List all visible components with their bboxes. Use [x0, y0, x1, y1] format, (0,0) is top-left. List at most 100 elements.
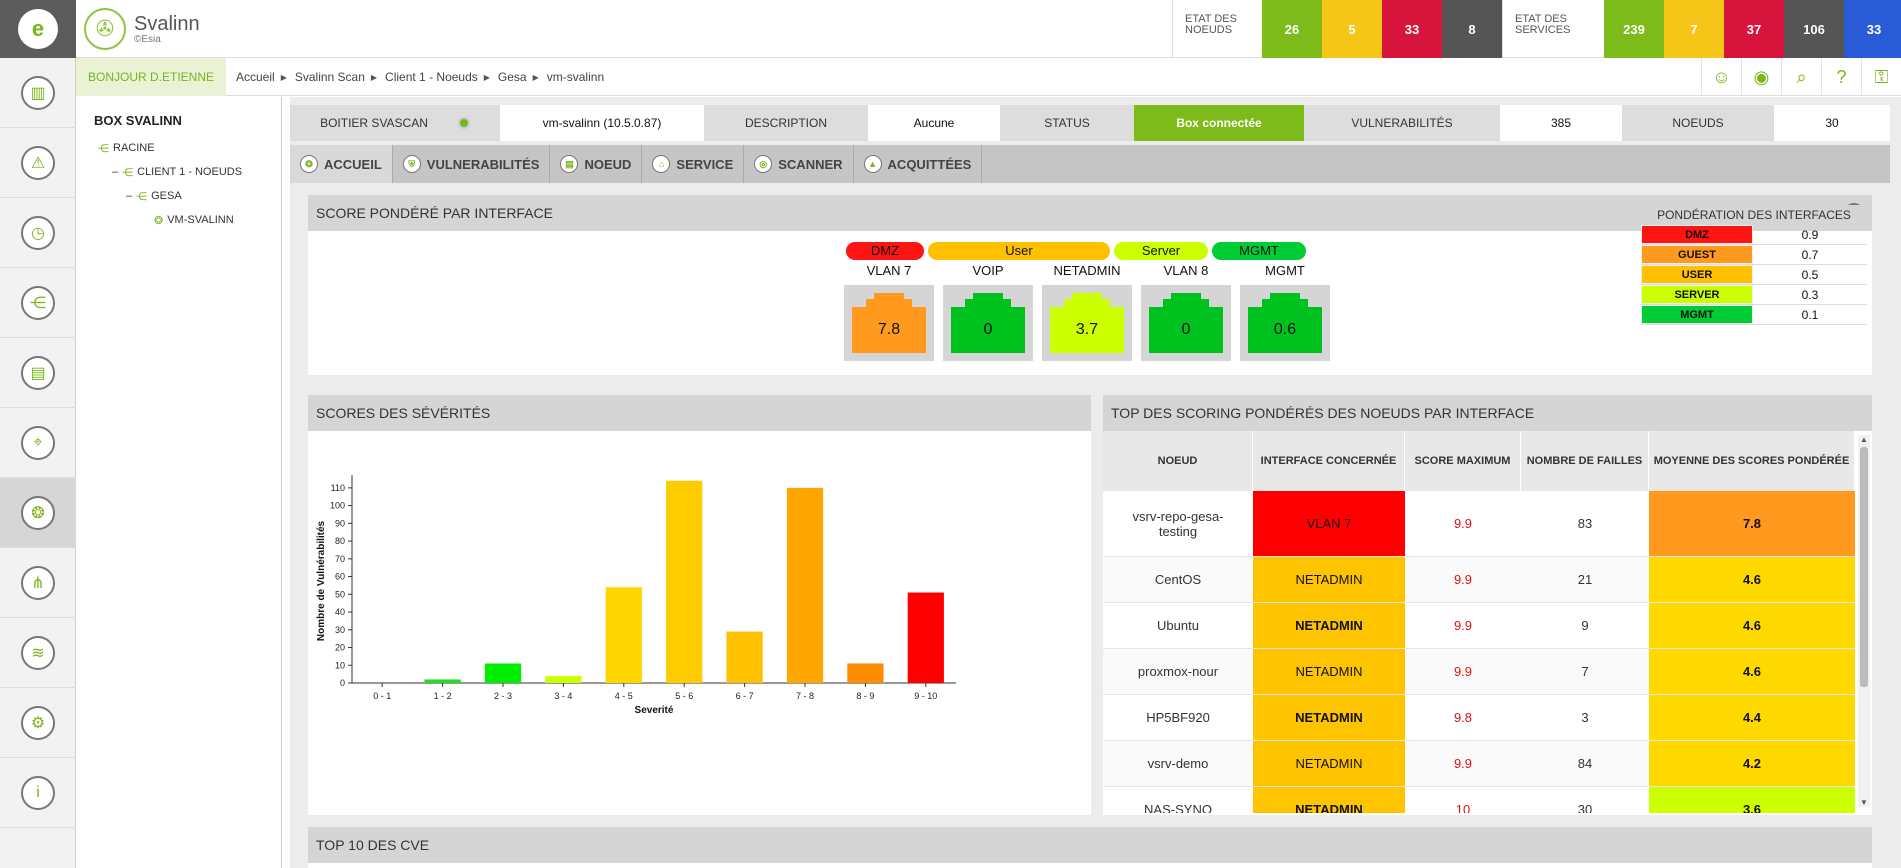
sidebar-scan[interactable]: ⌖ [0, 408, 76, 478]
description-value: Aucune [868, 105, 1000, 141]
tabs: ❂ ACCUEIL ⛨ VULNERABILITÉS ▤ NOEUD ⌂ SERVICE… [290, 145, 1890, 183]
collapse-icon[interactable]: – [112, 166, 119, 178]
ponderation-name: GUEST [1641, 245, 1753, 264]
sidebar-reports[interactable]: ▤ [0, 338, 76, 408]
services-critical-count[interactable]: 37 [1724, 0, 1784, 58]
nodes-warning-count[interactable]: 5 [1322, 0, 1382, 58]
bar [786, 487, 824, 683]
clock-icon: ◷ [21, 215, 55, 250]
table-row[interactable]: Ubuntu NETADMIN 9.9 9 4.6 [1103, 603, 1855, 649]
score-panel-title: SCORE PONDÉRÉ PAR INTERFACE [308, 195, 1872, 231]
scroll-down-icon[interactable]: ▼ [1860, 798, 1868, 807]
tab-accueil[interactable]: ❂ ACCUEIL [290, 145, 393, 183]
x-tick-label: 7 - 8 [796, 691, 814, 701]
cell-failles: 83 [1577, 516, 1593, 531]
sidebar-info[interactable]: i [0, 758, 76, 828]
tab-noeud[interactable]: ▤ NOEUD [550, 145, 643, 183]
table-row[interactable]: vsrv-demo NETADMIN 9.9 84 4.2 [1103, 741, 1855, 787]
sidebar-dashboard[interactable]: ▥ [0, 58, 76, 128]
table-row[interactable]: HP5BF920 NETADMIN 9.8 3 4.4 [1103, 695, 1855, 741]
breadcrumb-accueil[interactable]: Accueil [236, 70, 275, 84]
breadcrumb-vm-svalinn[interactable]: vm-svalinn [546, 70, 605, 84]
table-row[interactable]: vsrv-repo-gesa-testing VLAN 7 9.9 83 7.8 [1103, 491, 1855, 557]
interface-score: 3.7 [1050, 307, 1124, 353]
y-tick-label: 100 [330, 501, 345, 511]
svalinn-icon: ❂ [154, 214, 164, 227]
y-tick-label: 80 [335, 536, 345, 546]
group-mgmt: MGMT [1212, 242, 1306, 260]
breadcrumb-client[interactable]: Client 1 - Noeuds [385, 70, 478, 84]
sidebar-svalinn[interactable]: ❂ [0, 478, 76, 548]
table-row[interactable]: CentOS NETADMIN 9.9 21 4.6 [1103, 557, 1855, 603]
col-score-max[interactable]: SCORE MAXIMUM [1405, 431, 1521, 491]
breadcrumb: Accueil ▶ Svalinn Scan ▶ Client 1 - Noeuds… [236, 58, 610, 96]
ethernet-icon [1171, 293, 1201, 303]
search-icon[interactable]: ⌕ [1781, 58, 1821, 96]
sidebar-topology[interactable]: ⋔ [0, 548, 76, 618]
svalinn-logo-icon: ✇ [84, 8, 126, 50]
services-warning-count[interactable]: 7 [1664, 0, 1724, 58]
scrollbar[interactable]: ▲ ▼ [1858, 435, 1870, 807]
breadcrumb-svalinn-scan[interactable]: Svalinn Scan [294, 70, 365, 84]
col-failles[interactable]: NOMBRE DE FAILLES [1521, 431, 1649, 491]
tab-service[interactable]: ⌂ SERVICE [642, 145, 745, 183]
col-noeud[interactable]: NOEUD [1103, 431, 1253, 491]
user-icon[interactable]: ☺ [1701, 58, 1741, 96]
cell-moyenne: 4.6 [1649, 649, 1855, 694]
bar [605, 587, 642, 683]
interface-card[interactable]: 3.7 [1042, 285, 1132, 361]
ponderation-row: DMZ 0.9 [1641, 225, 1867, 245]
cell-failles: 84 [1577, 756, 1593, 771]
interface-card[interactable]: 7.8 [844, 285, 934, 361]
services-acked-count[interactable]: 33 [1844, 0, 1901, 58]
tab-acquittees[interactable]: ▲ ACQUITTÉES [854, 145, 983, 183]
document-icon: ▤ [21, 355, 55, 390]
cell-failles: 3 [1581, 710, 1589, 725]
col-moyenne[interactable]: MOYENNE DES SCORES PONDÉRÉE [1649, 431, 1855, 491]
tree-node-gesa[interactable]: – ⋲ GESA [94, 184, 263, 208]
sidebar-layers[interactable]: ≋ [0, 618, 76, 688]
network-icon: ⋲ [122, 166, 134, 179]
help-icon[interactable]: ? [1821, 58, 1861, 96]
collapse-icon[interactable]: – [126, 190, 133, 202]
x-tick-label: 8 - 9 [856, 691, 874, 701]
rss-icon[interactable]: ◉ [1741, 58, 1781, 96]
col-interface[interactable]: INTERFACE CONCERNÉE [1253, 431, 1405, 491]
x-tick-label: 5 - 6 [675, 691, 693, 701]
nodes-ok-count[interactable]: 26 [1262, 0, 1322, 58]
ethernet-icon [874, 293, 904, 303]
services-ok-count[interactable]: 239 [1604, 0, 1664, 58]
tree-node-racine[interactable]: ⋲ RACINE [94, 136, 263, 160]
breadcrumb-gesa[interactable]: Gesa [497, 70, 527, 84]
interface-card[interactable]: 0 [1141, 285, 1231, 361]
ponderation-name: DMZ [1641, 225, 1753, 244]
nodes-critical-count[interactable]: 33 [1382, 0, 1442, 58]
ponderation-name: SERVER [1641, 285, 1753, 304]
sidebar-history[interactable]: ◷ [0, 198, 76, 268]
table-row[interactable]: proxmox-nour NETADMIN 9.9 7 4.6 [1103, 649, 1855, 695]
lock-icon[interactable]: ⚿ [1861, 58, 1901, 96]
tree-node-vm-svalinn[interactable]: ❂ VM-SVALINN [94, 208, 263, 232]
ethernet-icon-part [1262, 299, 1308, 309]
interface-card[interactable]: 0 [943, 285, 1033, 361]
sidebar-settings[interactable]: ⚙ [0, 688, 76, 758]
nodes-status-label: ETAT DES NOEUDS [1172, 0, 1256, 58]
tab-scanner[interactable]: ◎ SCANNER [744, 145, 854, 183]
cell-failles: 7 [1581, 664, 1589, 679]
interface-card[interactable]: 0.6 [1240, 285, 1330, 361]
esia-logo[interactable]: e [0, 0, 76, 58]
tab-vulnerabilites[interactable]: ⛨ VULNERABILITÉS [393, 145, 551, 183]
x-tick-label: 0 - 1 [373, 691, 391, 701]
nodes-unknown-count[interactable]: 8 [1442, 0, 1502, 58]
table-row[interactable]: NAS-SYNO NETADMIN 10 30 3.6 [1103, 787, 1855, 813]
y-tick-label: 30 [335, 625, 345, 635]
sidebar-network[interactable]: ⋲ [0, 268, 76, 338]
scroll-up-icon[interactable]: ▲ [1860, 435, 1868, 444]
scrollbar-thumb[interactable] [1860, 447, 1868, 687]
sidebar-alerts[interactable]: ⚠ [0, 128, 76, 198]
tree-node-client[interactable]: – ⋲ CLIENT 1 - NOEUDS [94, 160, 263, 184]
cell-score-max: 9.9 [1453, 756, 1473, 771]
services-unknown-count[interactable]: 106 [1784, 0, 1844, 58]
y-tick-label: 110 [331, 483, 345, 493]
bar [847, 663, 884, 683]
